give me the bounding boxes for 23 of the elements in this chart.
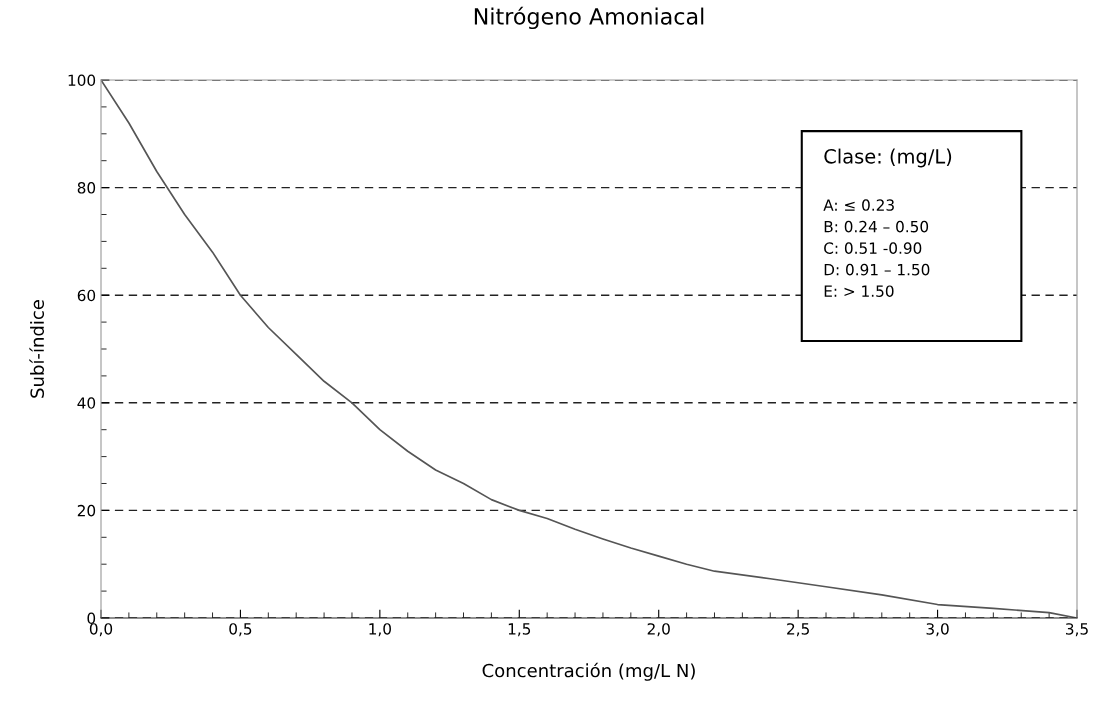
y-tick-label: 40 — [77, 397, 96, 409]
annotation: Clase: (mg/L) — [824, 148, 952, 168]
x-tick-label: 2,0 — [647, 623, 670, 637]
y-axis-title: Subí-índice — [29, 300, 45, 398]
x-tick-label: 1,5 — [508, 623, 531, 637]
y-tick-label: 60 — [77, 289, 96, 302]
annotation: A: ≤ 0.23 — [823, 199, 894, 211]
x-tick-label: 3,0 — [926, 623, 949, 637]
chart-title: Nitrógeno Amoniacal — [474, 6, 704, 30]
annotation: E: > 1.50 — [824, 285, 894, 297]
annotation: C: 0.51 -0.90 — [824, 242, 922, 254]
x-axis-title: Concentración (mg/L N) — [482, 662, 695, 681]
y-tick-label: 100 — [68, 74, 96, 87]
x-tick-label: 1,0 — [369, 623, 391, 637]
x-tick-label: 0,0 — [89, 623, 113, 637]
x-tick-label: 0,5 — [229, 623, 252, 637]
line-series — [101, 80, 1077, 618]
x-tick-label: 2,5 — [787, 623, 809, 637]
annotation: D: 0.91 – 1.50 — [824, 263, 930, 276]
y-tick-label: 80 — [77, 182, 96, 194]
annotation: B: 0.24 – 0.50 — [824, 220, 929, 233]
y-tick-label: 20 — [77, 504, 96, 517]
x-tick-label: 3,5 — [1066, 623, 1088, 637]
